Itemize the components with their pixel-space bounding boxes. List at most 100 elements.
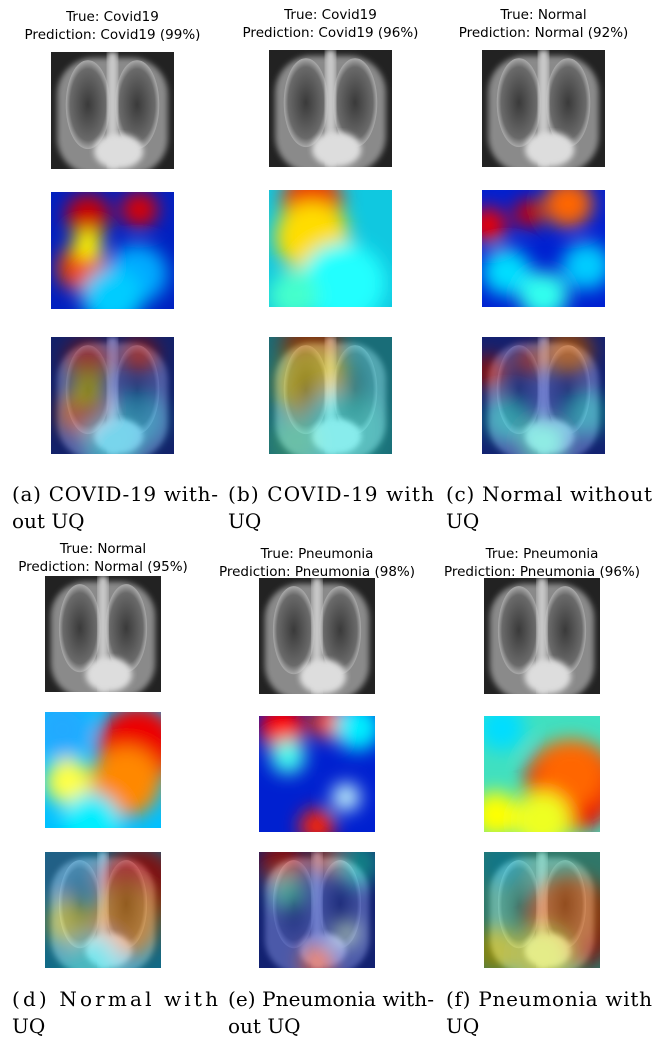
lung-right (105, 584, 148, 673)
prediction-label: Prediction: Pneumonia (96%) (444, 564, 640, 580)
heatmap-layer (259, 852, 375, 968)
heatmap-blobs (269, 337, 386, 454)
heatmap-layer (482, 337, 605, 454)
heatmap-blob (65, 339, 111, 382)
heatmap-blob (269, 271, 319, 307)
panel: True: Covid19 Prediction: Covid19 (99%) (a… (12, 9, 218, 533)
heatmap-blobs (484, 852, 600, 968)
spine (325, 50, 336, 167)
heatmap-blob (482, 248, 532, 296)
heatmap-layer (259, 716, 375, 832)
heart (85, 657, 132, 692)
caption-line: UQ (446, 1014, 479, 1038)
heatmap-layer (269, 190, 392, 307)
lung-right (114, 60, 160, 150)
heatmap-blob (484, 716, 525, 751)
heatmap-image (269, 190, 392, 307)
heatmap-blob (65, 194, 111, 237)
heatmap-blob (270, 739, 306, 774)
heatmap-blob (91, 746, 161, 817)
heatmap-blob (45, 712, 92, 759)
heatmap-layer (51, 192, 174, 309)
prediction-label: Prediction: Covid19 (99%) (25, 27, 201, 43)
heart (524, 659, 571, 694)
xray-image (484, 578, 600, 694)
spine (107, 337, 118, 454)
heatmap-image (45, 712, 161, 828)
heatmap-image (484, 716, 600, 832)
heatmap-blob (518, 271, 569, 307)
true-label: True: Covid19 (283, 7, 377, 23)
heatmap-layer (51, 337, 174, 454)
xray-image (259, 578, 375, 694)
overlay-image (484, 852, 600, 968)
lung-right (545, 58, 591, 148)
heatmap-blob (91, 886, 161, 957)
overlay-image (482, 337, 605, 454)
prediction-label: Prediction: Normal (92%) (459, 25, 629, 41)
heatmap-blob (45, 898, 92, 945)
heatmap-blobs (57, 337, 168, 454)
heart (299, 659, 346, 694)
prediction-label: Prediction: Pneumonia (98%) (219, 564, 415, 580)
heatmap-blob (81, 268, 144, 309)
heatmap-blobs (57, 192, 168, 309)
heatmap-layer (45, 852, 161, 968)
xray-image (45, 576, 161, 692)
spine (312, 578, 322, 694)
caption-line: (c) Normal without (446, 482, 652, 506)
overlay-image (259, 852, 375, 968)
lung-right (319, 586, 362, 675)
true-label: True: Normal (59, 541, 146, 557)
heatmap-image (51, 192, 174, 309)
caption-line: out UQ (12, 509, 85, 533)
lung-left (283, 58, 329, 148)
spine (538, 50, 549, 167)
heatmap-blob (482, 207, 507, 243)
heatmap-blobs (45, 852, 161, 968)
heatmap-blob (484, 927, 519, 968)
lung-right (544, 586, 587, 675)
heatmap-blob (513, 346, 544, 375)
heatmap-blobs (269, 190, 386, 307)
xray-image (51, 52, 174, 169)
panel: True: Pneumonia Prediction: Pneumonia (96… (444, 546, 652, 1038)
heatmap-blob (299, 242, 386, 307)
xray-image (269, 50, 392, 167)
heatmap-blob (334, 852, 375, 887)
xray-image (482, 50, 605, 167)
spine (312, 852, 322, 968)
true-label: True: Covid19 (65, 9, 159, 25)
heatmap-blob (332, 919, 360, 948)
heatmap-blob (121, 192, 159, 228)
heatmap-blob (536, 739, 600, 809)
heatmap-blob (73, 230, 103, 259)
panel: True: Pneumonia Prediction: Pneumonia (98… (219, 546, 434, 1038)
heatmap-blob (269, 418, 319, 454)
heatmap-blob (299, 389, 386, 454)
heatmap-image (482, 190, 605, 307)
heatmap-layer (484, 716, 600, 832)
true-label: True: Pneumonia (485, 546, 599, 562)
lung-right (332, 58, 378, 148)
panel: True: Normal Prediction: Normal (92%) (c) … (446, 7, 652, 533)
heatmap-blobs (259, 716, 375, 832)
heart (312, 131, 362, 167)
lung-left (58, 584, 101, 673)
caption-line: (e) Pneumonia with- (228, 987, 434, 1011)
prediction-label: Prediction: Normal (95%) (18, 559, 188, 575)
heatmap-layer (269, 337, 392, 454)
heatmap-blob (513, 791, 571, 832)
heatmap-blobs (45, 712, 161, 828)
heatmap-blob (62, 793, 121, 828)
heatmap-blob (513, 927, 571, 968)
heatmap-blob (561, 389, 605, 437)
lung-left (65, 60, 111, 150)
caption-line: (a) COVID-19 with- (12, 482, 218, 506)
heatmap-blob (121, 337, 159, 373)
overlay-image (51, 337, 174, 454)
true-label: True: Normal (499, 7, 586, 23)
heatmap-blob (334, 716, 375, 751)
heart (94, 133, 144, 169)
